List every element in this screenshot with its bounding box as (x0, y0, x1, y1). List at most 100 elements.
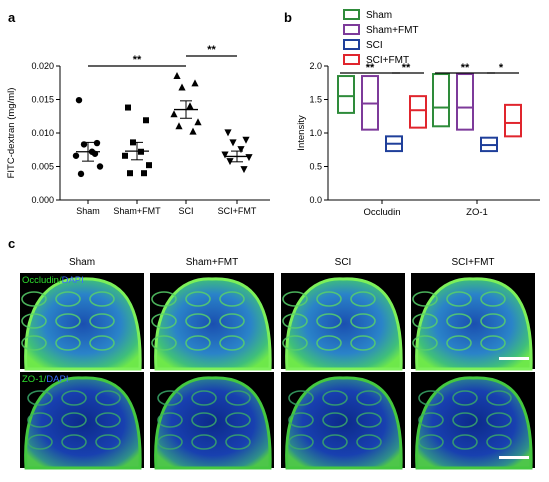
micrograph-crypt (225, 412, 251, 428)
chart-a-point (221, 151, 229, 159)
micrograph-panel: Sham Sham+FMT SCI SCI+FMTOccludin/DAPIZO-1/… (20, 257, 535, 470)
chart-a-point (229, 139, 237, 147)
micrograph-crypt (61, 412, 87, 428)
micrograph-crypt (151, 291, 177, 307)
micrograph-crypt (350, 313, 376, 329)
chart-b-legend-swatch (343, 54, 360, 65)
micrograph-crypt (89, 335, 115, 351)
micrograph-crypt (412, 335, 438, 351)
chart-a-point (143, 117, 149, 124)
chart-b-sig-label: ** (366, 62, 375, 74)
counterstain-name: DAPI (46, 374, 68, 385)
micrograph-crypt (480, 291, 506, 307)
micrograph-crypt (151, 313, 177, 329)
chart-a-point (77, 170, 85, 178)
chart-b-ytick-label: 1.0 (309, 128, 322, 138)
micrograph-crypt (27, 390, 53, 406)
chart-b-ylabel: Intensity (296, 115, 307, 151)
chart-a-point (127, 170, 133, 177)
chart-b-sig-label: * (499, 62, 504, 74)
chart-a-point (226, 158, 234, 166)
chart-b-xtick-label: Occludin (364, 207, 401, 218)
micrograph-row-label: ZO-1/DAPI (22, 374, 68, 385)
micrograph-crypt (322, 412, 348, 428)
micrograph-crypt (21, 291, 47, 307)
micrograph-crypt (55, 313, 81, 329)
chart-a-point (189, 127, 197, 135)
chart-b-ytick-label: 0.0 (309, 195, 322, 205)
micrograph-crypt (446, 291, 472, 307)
stain-name: ZO-1 (22, 374, 44, 385)
micrograph-crypt (288, 412, 314, 428)
micrograph-image (281, 372, 405, 470)
micrograph-crypt (95, 434, 121, 450)
chart-a-point (191, 79, 199, 87)
micrograph-column-label: SCI+FMT (451, 257, 494, 268)
chart-b-sig-label: ** (402, 62, 411, 74)
chart-a-point (237, 146, 245, 154)
micrograph-crypt (316, 335, 342, 351)
micrograph-image (411, 273, 535, 371)
chart-a-point (178, 83, 186, 91)
micrograph-crypt (185, 313, 211, 329)
panel-b-label: b (284, 10, 292, 25)
stain-separator: / (44, 374, 47, 385)
micrograph-row-label: Occludin/DAPI (22, 275, 84, 286)
micrograph-column-label: SCI (335, 257, 352, 268)
micrograph-crypt (288, 390, 314, 406)
chart-a-point (194, 118, 202, 126)
micrograph-crypt (480, 313, 506, 329)
micrograph-crypt (95, 390, 121, 406)
micrograph-crypt (282, 313, 308, 329)
micrograph-image (150, 273, 274, 371)
micrograph-crypt (282, 291, 308, 307)
chart-a-point (122, 152, 128, 159)
micrograph-crypt (55, 335, 81, 351)
micrograph-image (20, 372, 144, 470)
micrograph-crypt (191, 412, 217, 428)
chart-b-ytick-label: 2.0 (309, 61, 322, 71)
micrograph-crypt (486, 412, 512, 428)
micrograph-crypt (486, 390, 512, 406)
micrograph-crypt (89, 313, 115, 329)
micrograph-crypt (452, 412, 478, 428)
micrograph-crypt (225, 390, 251, 406)
micrograph-crypt (219, 313, 245, 329)
stain-name: Occludin (22, 275, 59, 286)
micrograph-crypt (486, 434, 512, 450)
micrograph-crypt (95, 412, 121, 428)
micrograph-image (150, 372, 274, 470)
chart-a-point (240, 166, 248, 174)
chart-a-ytick-label: 0.000 (31, 195, 54, 205)
chart-b-legend-label: Sham (366, 10, 392, 21)
micrograph-tissue (285, 376, 403, 470)
chart-a-sig-label: ** (207, 44, 216, 56)
chart-b-box (456, 73, 474, 131)
micrograph-crypt (350, 291, 376, 307)
chart-b-legend-label: Sham+FMT (366, 25, 419, 36)
micrograph-image (411, 372, 535, 470)
chart-a-point (141, 170, 147, 177)
micrograph-crypt (219, 291, 245, 307)
chart-a-xtick-label: Sham (76, 206, 100, 216)
micrograph-image (281, 273, 405, 371)
chart-a-point (96, 163, 104, 170)
chart-b-ytick-label: 0.5 (309, 162, 322, 172)
chart-b-ytick-label: 1.5 (309, 95, 322, 105)
micrograph-crypt (480, 335, 506, 351)
chart-b-xtick-label: ZO-1 (466, 207, 488, 218)
micrograph-crypt (61, 434, 87, 450)
chart-b-sig-label: ** (461, 62, 470, 74)
chart-a-ytick-label: 0.010 (31, 128, 54, 138)
chart-b-box (432, 73, 450, 128)
chart-a-point (72, 152, 80, 159)
scale-bar (499, 357, 529, 360)
micrograph-crypt (452, 434, 478, 450)
micrograph-crypt (219, 335, 245, 351)
micrograph-crypt (356, 390, 382, 406)
micrograph-crypt (452, 390, 478, 406)
micrograph-crypt (157, 434, 183, 450)
micrograph-column-label: Sham (69, 257, 95, 268)
